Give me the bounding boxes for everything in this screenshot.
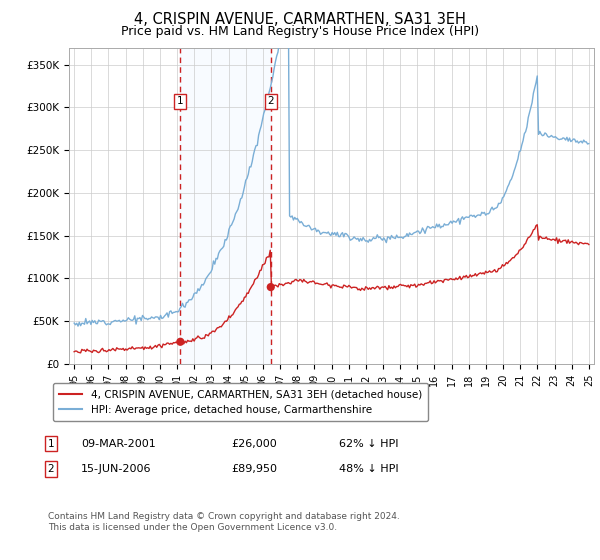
Text: 15-JUN-2006: 15-JUN-2006: [81, 464, 151, 474]
Text: 1: 1: [177, 96, 184, 106]
Text: £26,000: £26,000: [231, 438, 277, 449]
Text: 1: 1: [47, 438, 55, 449]
Text: 2: 2: [47, 464, 55, 474]
Point: [176, 337, 185, 346]
Text: Price paid vs. HM Land Registry's House Price Index (HPI): Price paid vs. HM Land Registry's House …: [121, 25, 479, 38]
Text: £89,950: £89,950: [231, 464, 277, 474]
Text: 62% ↓ HPI: 62% ↓ HPI: [339, 438, 398, 449]
Point: [266, 283, 275, 292]
Text: 48% ↓ HPI: 48% ↓ HPI: [339, 464, 398, 474]
Legend: 4, CRISPIN AVENUE, CARMARTHEN, SA31 3EH (detached house), HPI: Average price, de: 4, CRISPIN AVENUE, CARMARTHEN, SA31 3EH …: [53, 383, 428, 421]
Text: Contains HM Land Registry data © Crown copyright and database right 2024.
This d: Contains HM Land Registry data © Crown c…: [48, 512, 400, 532]
Text: 4, CRISPIN AVENUE, CARMARTHEN, SA31 3EH: 4, CRISPIN AVENUE, CARMARTHEN, SA31 3EH: [134, 12, 466, 27]
Text: 09-MAR-2001: 09-MAR-2001: [81, 438, 156, 449]
Bar: [181, 48, 271, 364]
Text: 2: 2: [268, 96, 274, 106]
